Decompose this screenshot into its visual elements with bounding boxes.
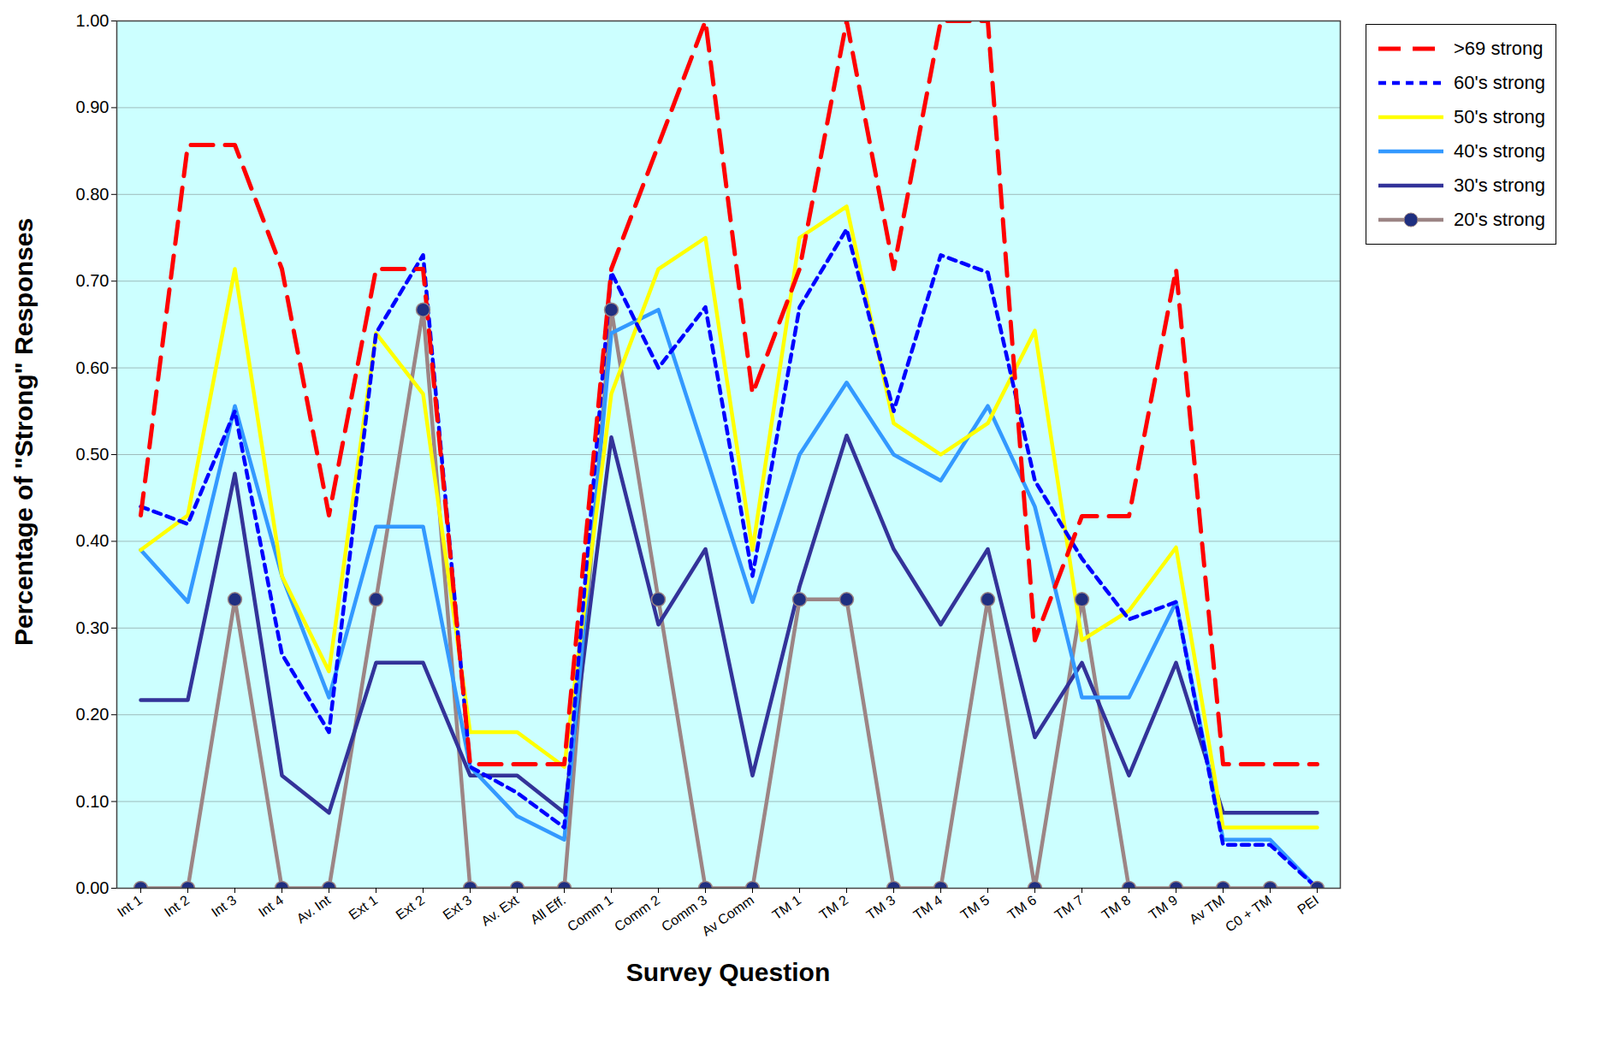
svg-text:Int 1: Int 1 (114, 892, 145, 920)
svg-text:All Eff.: All Eff. (527, 893, 569, 928)
svg-text:PEI: PEI (1294, 893, 1322, 919)
html-text:30's strong: 30's strong (1453, 174, 1546, 196)
svg-text:Ext 3: Ext 3 (440, 892, 475, 923)
svg-text:0.90: 0.90 (76, 97, 110, 117)
svg-text:0.80: 0.80 (76, 184, 110, 204)
svg-text:Ext 1: Ext 1 (346, 892, 381, 923)
svg-text:0.70: 0.70 (76, 271, 110, 291)
svg-text:0.10: 0.10 (76, 792, 110, 812)
svg-text:Ext 2: Ext 2 (393, 892, 428, 923)
svg-text:Av. Int: Av. Int (293, 892, 333, 926)
html-text:60's strong: 60's strong (1453, 71, 1546, 94)
svg-text:0.40: 0.40 (76, 531, 110, 551)
svg-text:TM 8: TM 8 (1099, 892, 1134, 923)
svg-text:Int 2: Int 2 (161, 892, 192, 920)
svg-text:TM 6: TM 6 (1005, 892, 1040, 923)
svg-text:0.50: 0.50 (76, 444, 110, 464)
svg-text:TM 9: TM 9 (1146, 892, 1181, 923)
svg-text:C0 + TM: C0 + TM (1222, 893, 1275, 936)
svg-text:TM 3: TM 3 (864, 892, 899, 923)
html-text:40's strong: 40's strong (1453, 140, 1546, 162)
svg-text:Av TM: Av TM (1186, 893, 1227, 928)
svg-text:Av. Ext: Av. Ext (478, 892, 522, 929)
html-text:Survey Question: Survey Question (626, 958, 831, 987)
svg-text:1.00: 1.00 (76, 11, 110, 30)
html-text:>69 strong: >69 strong (1453, 37, 1544, 60)
svg-text:Int 4: Int 4 (255, 892, 286, 920)
svg-text:Int 3: Int 3 (208, 892, 239, 920)
svg-text:Comm 2: Comm 2 (611, 892, 663, 935)
svg-text:Comm 1: Comm 1 (564, 892, 616, 935)
svg-text:TM 7: TM 7 (1052, 892, 1087, 923)
html-text:Percentage of "Strong" Respons: Percentage of "Strong" Responses (9, 218, 38, 647)
svg-text:Av Comm: Av Comm (699, 893, 757, 940)
svg-text:TM 2: TM 2 (817, 892, 852, 923)
svg-text:0.00: 0.00 (76, 878, 110, 898)
svg-text:0.60: 0.60 (76, 358, 110, 378)
html-text:50's strong: 50's strong (1453, 106, 1546, 128)
svg-text:TM 1: TM 1 (770, 892, 805, 923)
svg-text:Comm 3: Comm 3 (658, 892, 710, 935)
svg-text:0.20: 0.20 (76, 705, 110, 724)
svg-text:0.30: 0.30 (76, 618, 110, 638)
svg-text:TM 4: TM 4 (911, 892, 946, 923)
svg-text:TM 5: TM 5 (958, 892, 993, 923)
html-text:20's strong: 20's strong (1453, 208, 1546, 231)
